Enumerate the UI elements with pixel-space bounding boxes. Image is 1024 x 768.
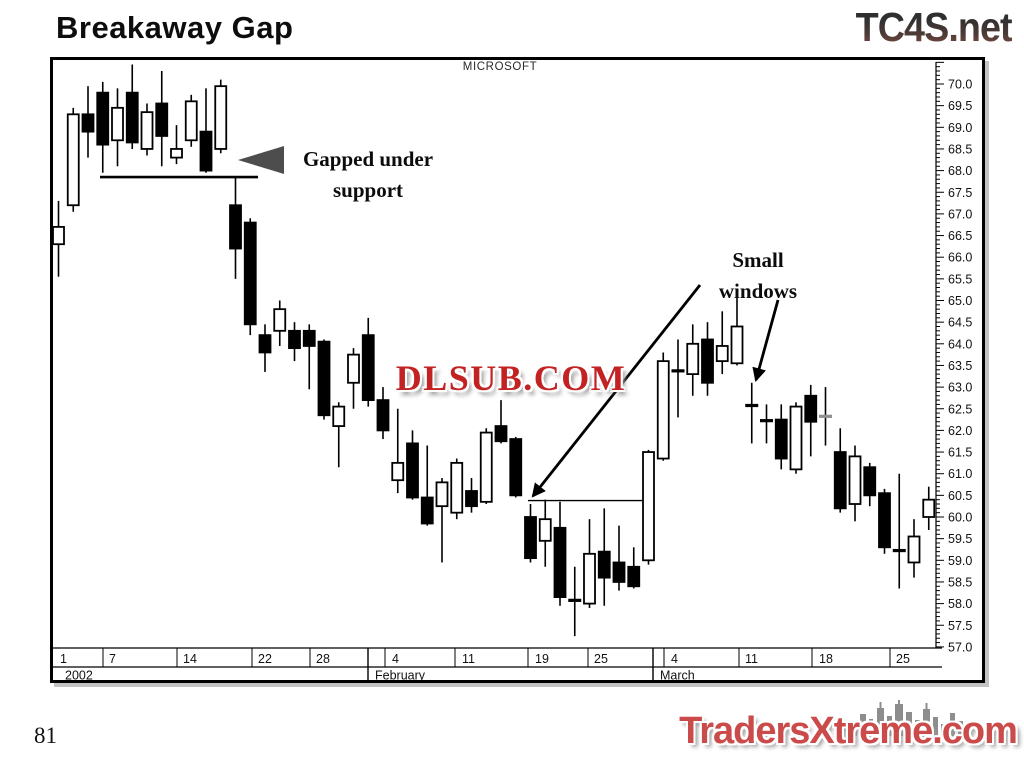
svg-text:2002: 2002 bbox=[65, 669, 93, 681]
svg-text:57.5: 57.5 bbox=[948, 619, 972, 633]
svg-text:59.5: 59.5 bbox=[948, 532, 972, 546]
svg-text:11: 11 bbox=[462, 652, 475, 666]
svg-text:67.5: 67.5 bbox=[948, 186, 972, 200]
svg-text:60.0: 60.0 bbox=[948, 511, 972, 525]
svg-text:65.5: 65.5 bbox=[948, 272, 972, 286]
tc4s-logo: TC4S.net bbox=[855, 4, 1013, 50]
svg-text:14: 14 bbox=[183, 652, 197, 666]
svg-text:1: 1 bbox=[60, 652, 67, 666]
svg-text:68.0: 68.0 bbox=[948, 164, 972, 178]
dlsub-watermark: DLSUB.COM bbox=[395, 358, 627, 398]
svg-text:67.0: 67.0 bbox=[948, 207, 972, 221]
svg-text:66.0: 66.0 bbox=[948, 251, 972, 265]
svg-text:4: 4 bbox=[671, 652, 678, 666]
svg-text:65.0: 65.0 bbox=[948, 294, 972, 308]
svg-text:22: 22 bbox=[258, 652, 272, 666]
tradersxtreme-logo: TradersXtreme.com bbox=[679, 710, 1018, 752]
svg-text:58.0: 58.0 bbox=[948, 597, 972, 611]
svg-text:69.0: 69.0 bbox=[948, 121, 972, 135]
svg-text:19: 19 bbox=[535, 652, 549, 666]
svg-text:59.0: 59.0 bbox=[948, 554, 972, 568]
svg-text:4: 4 bbox=[392, 652, 399, 666]
svg-text:62.0: 62.0 bbox=[948, 424, 972, 438]
candlestick-chart: 1 7 14 22 28 4 11 19 25 4 11 18 25 2002 February March 7… bbox=[53, 61, 972, 681]
svg-text:57.0: 57.0 bbox=[948, 640, 972, 654]
svg-text:62.5: 62.5 bbox=[948, 402, 972, 416]
svg-text:18: 18 bbox=[819, 652, 833, 666]
svg-text:February: February bbox=[375, 669, 426, 681]
svg-text:63.5: 63.5 bbox=[948, 359, 972, 373]
svg-text:70.0: 70.0 bbox=[948, 78, 972, 92]
svg-text:25: 25 bbox=[896, 652, 910, 666]
svg-text:64.0: 64.0 bbox=[948, 337, 972, 351]
svg-text:66.5: 66.5 bbox=[948, 229, 972, 243]
svg-text:58.5: 58.5 bbox=[948, 575, 972, 589]
svg-text:25: 25 bbox=[594, 652, 608, 666]
chart-frame: 1 7 14 22 28 4 11 19 25 4 11 18 25 2002 February March 7… bbox=[50, 57, 985, 683]
chart-title: MICROSOFT bbox=[462, 61, 538, 73]
svg-text:63.0: 63.0 bbox=[948, 381, 972, 395]
page-title: Breakaway Gap bbox=[56, 10, 294, 45]
svg-text:64.5: 64.5 bbox=[948, 316, 972, 330]
city-skyline-icon bbox=[852, 700, 963, 736]
page-number: 81 bbox=[34, 723, 57, 748]
svg-text:28: 28 bbox=[316, 652, 330, 666]
svg-text:68.5: 68.5 bbox=[948, 142, 972, 156]
svg-text:7: 7 bbox=[109, 652, 116, 666]
svg-text:69.5: 69.5 bbox=[948, 99, 972, 113]
svg-text:60.5: 60.5 bbox=[948, 489, 972, 503]
svg-text:March: March bbox=[660, 669, 695, 681]
svg-text:61.0: 61.0 bbox=[948, 467, 972, 481]
svg-text:61.5: 61.5 bbox=[948, 446, 972, 460]
svg-text:11: 11 bbox=[745, 652, 758, 666]
